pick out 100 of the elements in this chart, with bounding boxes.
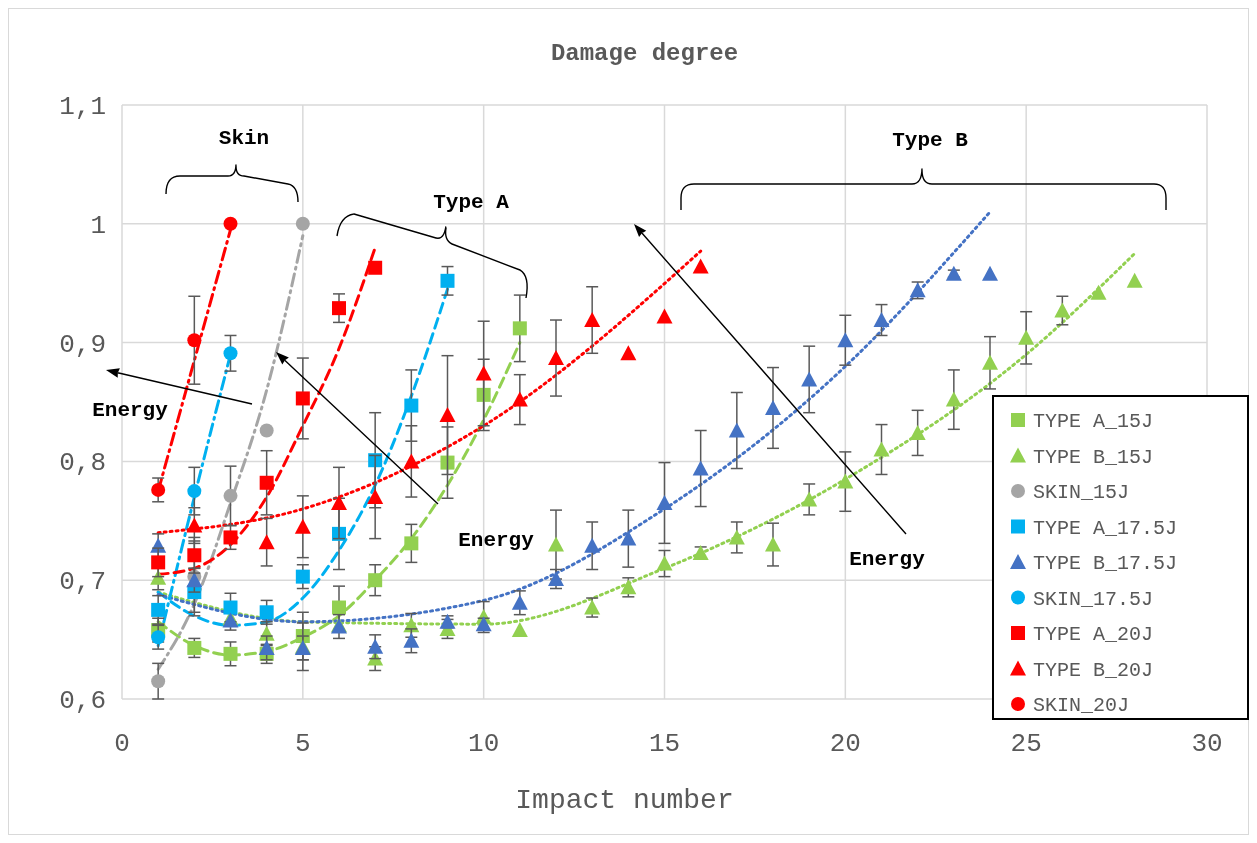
y-tick-label: 0,9 bbox=[59, 329, 106, 360]
point bbox=[1090, 284, 1107, 300]
legend-label: SKIN_15J bbox=[1033, 481, 1130, 504]
legend-label: SKIN_20J bbox=[1033, 694, 1130, 717]
point bbox=[548, 536, 564, 552]
y-tick-label: 0,7 bbox=[59, 567, 106, 598]
point bbox=[620, 530, 637, 546]
point bbox=[404, 398, 419, 413]
point bbox=[512, 321, 527, 336]
point bbox=[982, 265, 998, 281]
point bbox=[1054, 302, 1071, 318]
point bbox=[620, 345, 637, 361]
point bbox=[331, 494, 347, 510]
point bbox=[367, 638, 384, 654]
point bbox=[548, 350, 564, 366]
point bbox=[259, 475, 274, 490]
annotation: Skin bbox=[218, 127, 270, 150]
point bbox=[692, 544, 709, 560]
point bbox=[187, 640, 202, 655]
point bbox=[368, 573, 383, 588]
point bbox=[295, 569, 310, 584]
point bbox=[584, 312, 601, 328]
point bbox=[403, 632, 420, 648]
point bbox=[945, 265, 962, 281]
point bbox=[223, 646, 238, 661]
y-tick-label: 0,8 bbox=[59, 448, 106, 479]
point bbox=[187, 548, 202, 563]
point bbox=[765, 399, 781, 415]
point bbox=[258, 639, 275, 655]
point bbox=[223, 600, 238, 615]
point bbox=[728, 422, 745, 438]
annotation: Energy bbox=[458, 529, 535, 552]
point bbox=[223, 346, 238, 361]
point bbox=[765, 536, 781, 552]
y-tick-label: 0,6 bbox=[59, 686, 106, 716]
point bbox=[223, 530, 238, 545]
point bbox=[656, 494, 673, 510]
point bbox=[187, 333, 202, 348]
point bbox=[909, 424, 926, 440]
point bbox=[440, 455, 455, 470]
x-tick-label: 5 bbox=[295, 729, 311, 759]
point bbox=[151, 602, 166, 617]
point bbox=[656, 555, 673, 571]
point bbox=[368, 260, 383, 275]
point bbox=[945, 391, 962, 407]
point bbox=[656, 308, 673, 324]
point bbox=[837, 473, 854, 489]
y-tick-label: 1,1 bbox=[59, 92, 106, 122]
chart-title: Damage degree bbox=[550, 40, 739, 67]
point bbox=[801, 371, 818, 387]
point bbox=[223, 216, 238, 231]
point bbox=[873, 312, 890, 328]
point bbox=[511, 594, 528, 610]
point bbox=[295, 391, 310, 406]
point bbox=[692, 460, 709, 476]
legend-label: SKIN_17.5J bbox=[1033, 587, 1154, 611]
point bbox=[223, 488, 238, 503]
legend-label: TYPE B_15J bbox=[1033, 445, 1154, 469]
point bbox=[151, 482, 166, 497]
x-tick-label: 15 bbox=[648, 729, 681, 759]
point bbox=[151, 674, 166, 689]
point bbox=[982, 354, 998, 370]
point bbox=[728, 529, 745, 545]
point bbox=[1126, 272, 1143, 288]
point bbox=[259, 423, 274, 438]
point bbox=[475, 365, 492, 381]
point bbox=[873, 441, 890, 457]
point bbox=[511, 391, 528, 407]
point bbox=[186, 572, 203, 588]
point bbox=[186, 517, 203, 533]
legend-label: TYPE A_15J bbox=[1033, 410, 1154, 433]
point bbox=[258, 534, 275, 550]
legend-label: TYPE B_17.5J bbox=[1033, 552, 1178, 575]
annotation: Type B bbox=[892, 129, 969, 152]
x-tick-label: 30 bbox=[1191, 729, 1223, 759]
x-tick-label: 0 bbox=[114, 729, 130, 759]
x-tick-label: 10 bbox=[468, 729, 500, 759]
point bbox=[294, 518, 311, 534]
legend-label: TYPE B_20J bbox=[1033, 658, 1154, 682]
point bbox=[404, 536, 419, 551]
point bbox=[151, 555, 166, 570]
annotation: Energy bbox=[849, 548, 926, 571]
x-tick-label: 25 bbox=[1010, 729, 1042, 759]
point bbox=[584, 537, 601, 553]
point bbox=[1018, 329, 1035, 345]
point bbox=[403, 453, 420, 469]
point bbox=[837, 332, 854, 348]
point bbox=[511, 622, 528, 638]
point bbox=[187, 484, 202, 499]
point bbox=[692, 258, 709, 274]
point bbox=[439, 407, 456, 423]
point bbox=[332, 600, 346, 615]
annotation: Type A bbox=[433, 191, 510, 214]
legend-label: TYPE A_20J bbox=[1033, 623, 1154, 646]
point bbox=[801, 491, 818, 507]
annotation: Energy bbox=[92, 399, 169, 422]
x-tick-label: 20 bbox=[829, 729, 861, 759]
point bbox=[476, 387, 491, 402]
point bbox=[151, 630, 166, 645]
point bbox=[332, 301, 346, 316]
